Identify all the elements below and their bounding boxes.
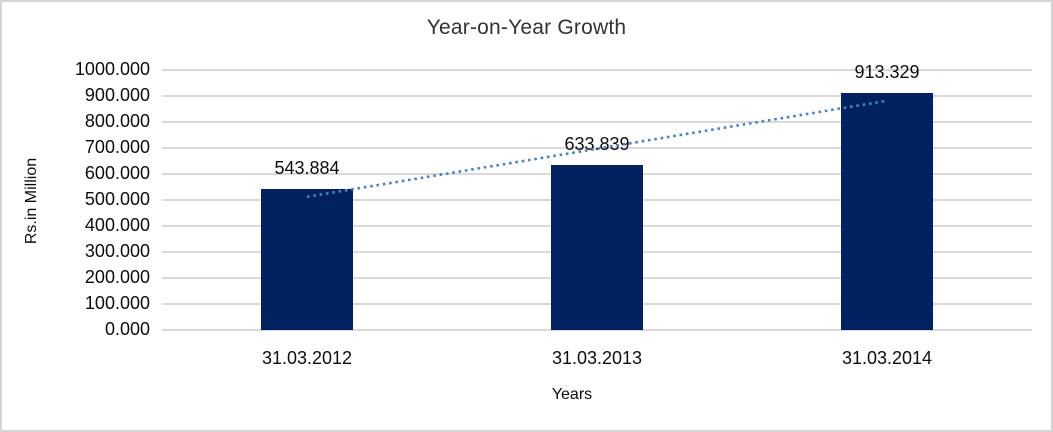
plot-area bbox=[162, 69, 1032, 331]
y-tick-label: 600.000 bbox=[84, 163, 150, 183]
y-tick-label: 1000.000 bbox=[74, 59, 150, 79]
y-tick-label: 200.000 bbox=[84, 267, 150, 287]
y-tick-label: 100.000 bbox=[84, 293, 150, 313]
chart-title: Year-on-Year Growth bbox=[426, 16, 627, 39]
y-tick-label: 0.000 bbox=[104, 319, 150, 339]
trendline bbox=[306, 99, 888, 199]
y-tick-label: 700.000 bbox=[84, 137, 150, 157]
data-label: 913.329 bbox=[854, 61, 920, 82]
gridline bbox=[162, 69, 1032, 71]
x-tick-label: 31.03.2013 bbox=[551, 348, 643, 368]
y-tick-label: 400.000 bbox=[84, 215, 150, 235]
gridline bbox=[162, 147, 1032, 149]
y-tick-label: 300.000 bbox=[84, 241, 150, 261]
y-tick-label: 800.000 bbox=[84, 111, 150, 131]
trendline-path bbox=[306, 99, 888, 199]
data-label: 543.884 bbox=[274, 157, 340, 178]
gridline bbox=[162, 329, 1032, 331]
gridline bbox=[162, 121, 1032, 123]
x-tick-label: 31.03.2012 bbox=[261, 348, 353, 368]
gridline bbox=[162, 95, 1032, 97]
bar-31.03.2013 bbox=[551, 165, 643, 330]
y-tick-label: 500.000 bbox=[84, 189, 150, 209]
bar-31.03.2014 bbox=[841, 92, 933, 330]
x-tick-label: 31.03.2014 bbox=[841, 348, 933, 368]
x-axis-title: Years bbox=[551, 386, 593, 403]
y-tick-label: 900.000 bbox=[84, 85, 150, 105]
bar-31.03.2012 bbox=[261, 188, 353, 330]
data-label: 633.839 bbox=[564, 134, 630, 155]
